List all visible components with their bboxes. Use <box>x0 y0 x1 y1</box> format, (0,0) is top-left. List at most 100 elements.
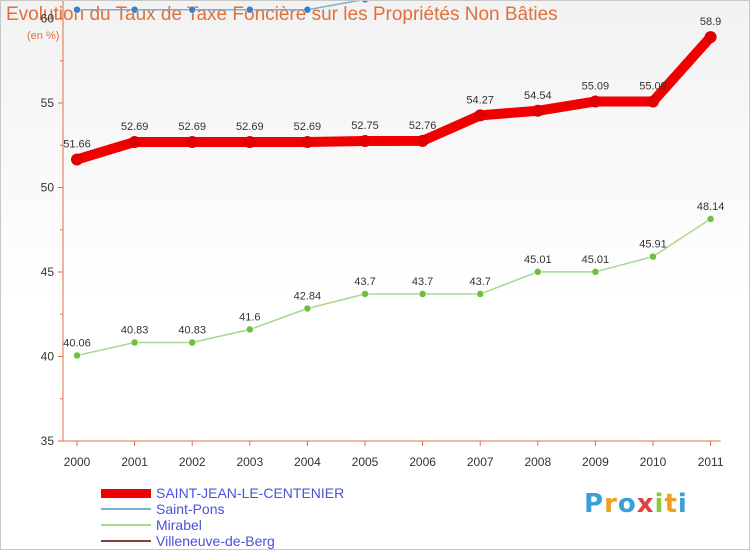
series-saint-jean-le-centenier: 51.66 52.69 52.69 52.69 52.69 52.75 52.76 54.27… <box>63 16 721 166</box>
legend-label: SAINT-JEAN-LE-CENTENIER <box>156 485 345 501</box>
data-label: 40.83 <box>121 324 149 336</box>
data-label: 55.09 <box>639 80 667 92</box>
legend-swatch <box>101 489 151 498</box>
data-label: 60.52 <box>236 1 264 4</box>
y-tick-label: 50 <box>41 181 55 195</box>
data-point <box>301 136 314 149</box>
chart-unit: (en %) <box>27 30 60 42</box>
data-label: 52.69 <box>294 121 322 133</box>
data-point <box>130 5 139 14</box>
data-point <box>531 104 544 117</box>
data-label: 48.14 <box>697 201 725 213</box>
data-point <box>476 290 484 298</box>
data-label: 52.76 <box>409 120 437 132</box>
x-tick-label: 2000 <box>64 455 91 469</box>
x-tick-label: 2009 <box>582 455 609 469</box>
logo-letter: o <box>617 489 637 519</box>
legend-swatch <box>101 540 151 542</box>
data-label: 45.01 <box>524 254 552 266</box>
logo-letter: i <box>677 489 688 519</box>
data-label: 54.54 <box>524 90 552 102</box>
data-label: 51.66 <box>63 138 91 150</box>
data-point <box>706 215 715 223</box>
logo-letter: i <box>654 489 665 519</box>
data-point <box>130 338 139 347</box>
logo-letter: P <box>584 489 605 519</box>
data-label: 43.7 <box>354 276 375 288</box>
data-point <box>188 338 196 347</box>
x-tick-label: 2001 <box>121 455 148 469</box>
data-point <box>704 31 717 44</box>
data-point <box>649 252 657 261</box>
data-point <box>647 95 659 108</box>
data-point <box>361 1 369 4</box>
data-label: 45.01 <box>582 254 610 266</box>
legend-label: Saint-Pons <box>156 501 225 517</box>
data-point <box>186 136 199 149</box>
data-point <box>589 95 602 108</box>
data-label: 40.83 <box>178 324 206 336</box>
data-point <box>246 325 254 334</box>
x-tick-label: 2011 <box>698 455 724 469</box>
data-label: 43.7 <box>412 276 433 288</box>
data-label: 60.52 <box>178 1 206 4</box>
data-point <box>246 5 254 14</box>
x-tick-label: 2004 <box>294 455 321 469</box>
data-point <box>416 134 429 147</box>
legend-swatch <box>101 508 151 510</box>
chart-series: 67.367.367.367.367.368.7670.1370.1370.13… <box>63 1 725 360</box>
logo-letter: x <box>636 489 655 519</box>
data-point <box>361 290 369 298</box>
legend-label: Villeneuve-de-Berg <box>156 533 275 549</box>
proxiti-logo: Proxiti <box>584 489 688 519</box>
data-point <box>243 136 256 149</box>
y-tick-label: 45 <box>41 265 55 279</box>
series-mirabel: 40.06 40.83 40.83 41.6 42.84 43.7 43.7 43.7 45.0… <box>63 201 725 360</box>
series-line <box>76 218 712 357</box>
series-saint-pons: 60.5260.5260.5260.5260.5261.1361.7462.36… <box>63 1 369 14</box>
data-label: 45.91 <box>639 239 667 251</box>
series-line <box>76 1 361 11</box>
data-label: 60.52 <box>63 1 91 4</box>
data-point <box>71 153 83 166</box>
data-point <box>418 290 427 298</box>
legend-swatch <box>101 524 151 526</box>
x-tick-label: 2002 <box>179 455 206 469</box>
x-tick-label: 2007 <box>467 455 494 469</box>
data-point <box>534 268 542 276</box>
data-label: 40.06 <box>63 337 91 349</box>
y-tick-label: 35 <box>41 434 55 448</box>
data-label: 42.84 <box>294 291 322 303</box>
data-point <box>359 135 371 148</box>
x-tick-label: 2008 <box>524 455 551 469</box>
data-point <box>128 136 141 149</box>
data-label: 60.52 <box>121 1 149 4</box>
logo-letter: r <box>604 489 618 519</box>
data-label: 54.27 <box>466 94 494 106</box>
y-tick-label: 40 <box>41 350 55 364</box>
data-point <box>73 5 81 14</box>
x-tick-label: 2003 <box>236 455 263 469</box>
logo-letter: t <box>664 489 678 519</box>
data-label: 52.69 <box>121 121 149 133</box>
data-point <box>591 268 600 276</box>
chart-axes: 3540455055606570758020002001200220032004… <box>41 1 724 469</box>
data-point <box>73 351 81 360</box>
data-label: 43.7 <box>469 276 490 288</box>
y-tick-label: 55 <box>41 96 55 110</box>
data-label: 52.69 <box>178 121 206 133</box>
data-label: 41.6 <box>239 311 260 323</box>
data-label: 58.9 <box>700 16 721 28</box>
data-label: 52.75 <box>351 120 379 132</box>
data-point <box>303 5 312 14</box>
data-label: 55.09 <box>582 80 610 92</box>
y-tick-label: 60 <box>41 12 55 26</box>
series-line <box>72 32 716 165</box>
data-label: 60.52 <box>294 1 322 4</box>
data-label: 52.69 <box>236 121 264 133</box>
legend-label: Mirabel <box>156 517 202 533</box>
x-tick-label: 2005 <box>352 455 379 469</box>
x-tick-label: 2006 <box>409 455 436 469</box>
